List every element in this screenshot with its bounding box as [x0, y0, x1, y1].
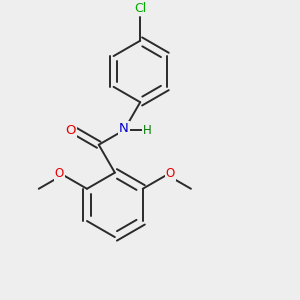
Text: O: O: [55, 167, 64, 180]
Text: Cl: Cl: [134, 2, 146, 15]
Text: O: O: [166, 167, 175, 180]
Text: N: N: [119, 122, 129, 135]
Text: H: H: [143, 124, 152, 136]
Text: O: O: [65, 124, 76, 137]
